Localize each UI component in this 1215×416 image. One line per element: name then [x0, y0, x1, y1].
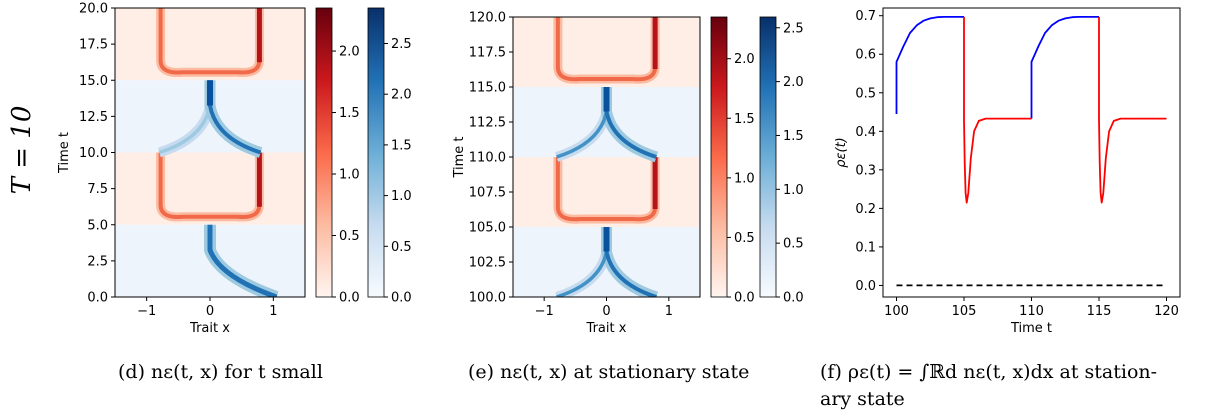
- y-tick-label: 0.4: [855, 125, 876, 140]
- colorbar-tick-label: 1.5: [783, 129, 804, 144]
- line-chart-f: [879, 7, 1181, 301]
- series-line-3: [963, 16, 1032, 204]
- blue-ridge: [556, 251, 609, 297]
- y-tick-label: 0.0: [855, 279, 876, 294]
- colorbar-tick-label: 0.0: [783, 291, 804, 306]
- y-tick-label: 15.0: [79, 74, 108, 89]
- row-label: T = 10: [7, 106, 37, 195]
- colorbar-tick-label: 1.0: [734, 171, 755, 186]
- colorbar-tick-label: 2.0: [391, 88, 412, 103]
- colorbar-red: [710, 16, 728, 298]
- x-axis-label: Trait x: [189, 321, 230, 336]
- y-tick-label: 0.1: [855, 240, 876, 255]
- y-tick-label: 0.6: [855, 48, 876, 63]
- y-tick-label: 0.5: [855, 86, 876, 101]
- colorbar-tick-label: 0.0: [734, 291, 755, 306]
- x-tick-label: 0: [206, 304, 214, 319]
- x-tick-label: 1: [665, 304, 673, 319]
- x-tick-label: 105: [952, 304, 977, 319]
- y-tick-label: 2.5: [87, 254, 108, 269]
- plot-frame: [882, 7, 1181, 298]
- y-tick-label: 0.7: [855, 9, 876, 24]
- colorbar-tick-label: 2.0: [734, 52, 755, 67]
- heatmap-d: [111, 7, 388, 301]
- x-tick-label: 110: [1019, 304, 1044, 319]
- colorbar-tick-label: 2.5: [391, 37, 412, 52]
- y-tick-label: 120.0: [469, 11, 506, 26]
- x-axis-label: Time t: [1010, 321, 1052, 336]
- y-tick-label: 5.0: [87, 218, 108, 233]
- x-tick-label: 1: [269, 304, 277, 319]
- colorbar-tick-label: 0.5: [391, 240, 412, 255]
- y-tick-label: 100.0: [469, 291, 506, 306]
- y-axis-label: Time t: [452, 136, 467, 178]
- y-tick-label: 0.2: [855, 202, 876, 217]
- colorbar-tick-label: 1.5: [391, 138, 412, 153]
- blue-ridge: [207, 224, 278, 297]
- x-tick-label: 100: [884, 304, 909, 319]
- caption-d: (d) nε(t, x) for t small: [118, 361, 323, 383]
- caption-e: (e) nε(t, x) at stationary state: [468, 361, 749, 383]
- colorbar-tick-label: 2.0: [783, 75, 804, 90]
- y-tick-label: 115.0: [469, 81, 506, 96]
- x-tick-label: −1: [535, 304, 554, 319]
- blue-ridge: [208, 80, 262, 155]
- y-axis-label: ρε(t): [834, 137, 849, 168]
- y-tick-label: 112.5: [469, 116, 506, 131]
- red-ridge: [555, 157, 658, 222]
- y-axis-label: Time t: [57, 132, 72, 174]
- blue-ridge: [158, 105, 212, 155]
- x-axis-label: Trait x: [586, 321, 627, 336]
- colorbar-tick-label: 2.0: [339, 45, 360, 60]
- y-tick-label: 107.5: [469, 186, 506, 201]
- colorbar-tick-label: 0.0: [391, 291, 412, 306]
- y-tick-label: 0.3: [855, 163, 876, 178]
- blue-ridge: [604, 87, 657, 159]
- x-tick-label: 120: [1154, 304, 1179, 319]
- colorbar-tick-label: 1.5: [339, 106, 360, 121]
- colorbar-tick-label: 0.5: [734, 231, 755, 246]
- colorbar-blue: [367, 7, 385, 298]
- y-tick-label: 0.0: [87, 291, 108, 306]
- red-ridge: [555, 17, 658, 82]
- colorbar-tick-label: 0.5: [783, 237, 804, 252]
- y-tick-label: 10.0: [79, 146, 108, 161]
- series-line-4: [1098, 16, 1167, 204]
- colorbar-tick-label: 1.0: [783, 183, 804, 198]
- caption-f-line1: (f) ρε(t) = ∫ℝd nε(t, x)dx at station-: [820, 361, 1157, 383]
- colorbar-tick-label: 1.0: [339, 168, 360, 183]
- y-tick-label: 117.5: [469, 46, 506, 61]
- colorbar-tick-label: 2.5: [783, 21, 804, 36]
- y-tick-label: 20.0: [79, 2, 108, 17]
- blue-ridge: [604, 227, 657, 297]
- y-tick-label: 105.0: [469, 221, 506, 236]
- heatmap-e: [509, 16, 780, 301]
- colorbar-tick-label: 0.0: [339, 291, 360, 306]
- y-tick-label: 102.5: [469, 256, 506, 271]
- x-tick-label: −1: [137, 304, 156, 319]
- x-tick-label: 115: [1087, 304, 1112, 319]
- colorbar-tick-label: 1.5: [734, 112, 755, 127]
- colorbar-blue: [759, 16, 777, 298]
- y-tick-label: 110.0: [469, 151, 506, 166]
- colorbar-tick-label: 1.0: [391, 189, 412, 204]
- colorbar-red: [315, 7, 333, 298]
- red-ridge: [158, 8, 262, 75]
- red-ridge: [158, 152, 262, 219]
- y-tick-label: 7.5: [87, 182, 108, 197]
- y-tick-label: 17.5: [79, 38, 108, 53]
- series-line-1: [895, 15, 964, 114]
- blue-ridge: [556, 111, 609, 159]
- x-tick-label: 0: [602, 304, 610, 319]
- y-tick-label: 12.5: [79, 110, 108, 125]
- caption-f-line2: ary state: [820, 388, 905, 410]
- colorbar-tick-label: 0.5: [339, 229, 360, 244]
- series-line-2: [1030, 15, 1099, 119]
